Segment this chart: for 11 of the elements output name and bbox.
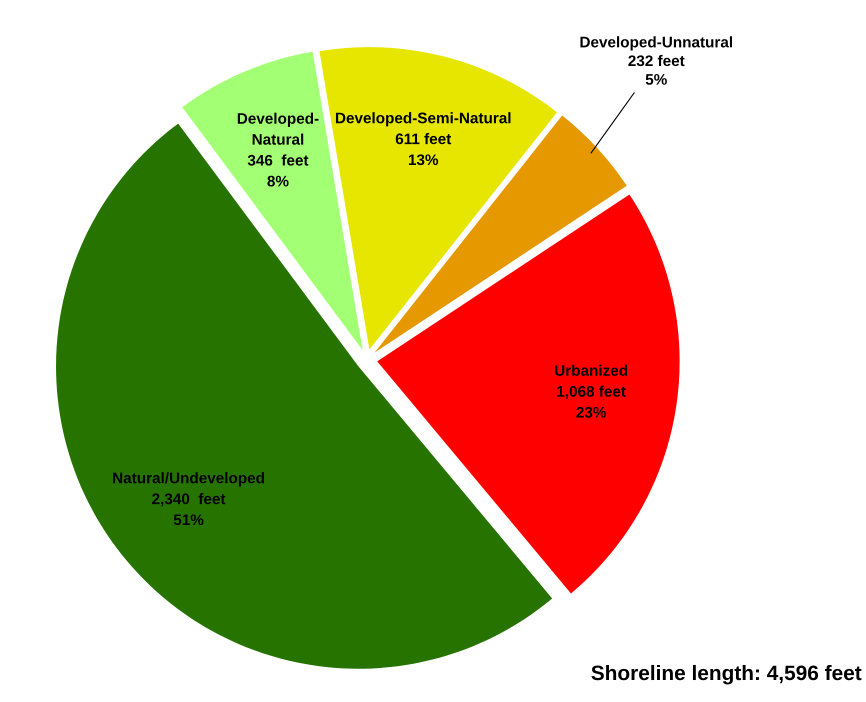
data-label: 1,068 feet 23%: [557, 386, 626, 418]
slice-label: Developed-Semi-Natural: [336, 112, 510, 126]
slice-label: Developed- Natural: [238, 112, 319, 145]
slice-label: Urbanized: [555, 364, 628, 376]
slice-label: Developed-Unnatural: [580, 36, 732, 50]
data-label: 232 feet 5%: [628, 54, 685, 85]
slice-label: Natural/Undeveloped: [113, 472, 264, 486]
data-label: 611 feet 13%: [396, 133, 452, 166]
data-label: 2,340 feet 51%: [152, 493, 226, 526]
text: Shoreline length: 4,596 feet: [591, 664, 862, 684]
data-label: 346 feet 8%: [248, 154, 308, 187]
